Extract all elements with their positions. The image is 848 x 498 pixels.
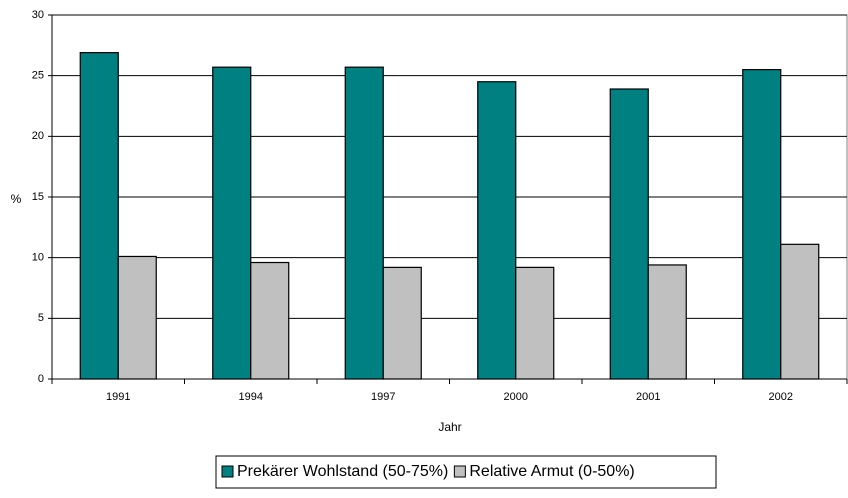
x-axis-label: Jahr — [438, 420, 461, 434]
y-tick-label: 15 — [32, 191, 44, 203]
bar — [742, 68, 782, 380]
y-tick-label: 25 — [32, 70, 44, 82]
bar — [515, 266, 555, 380]
bar — [382, 266, 422, 380]
y-tick-label: 5 — [38, 312, 44, 324]
bar — [609, 88, 649, 380]
bar — [780, 243, 820, 380]
legend-label: Relative Armut (0-50%) — [469, 463, 634, 480]
y-axis-label: % — [11, 192, 22, 206]
bar — [477, 81, 517, 380]
x-tick-label: 2000 — [504, 391, 528, 403]
x-tick-label: 2002 — [769, 391, 793, 403]
legend-swatch — [221, 465, 234, 478]
bar — [250, 261, 290, 380]
x-tick-label: 2001 — [636, 391, 660, 403]
y-tick-label: 30 — [32, 9, 44, 21]
x-tick-label: 1997 — [371, 391, 395, 403]
bar — [79, 52, 119, 380]
y-tick-label: 0 — [38, 373, 44, 385]
y-tick-label: 10 — [32, 252, 44, 264]
bar — [117, 255, 157, 380]
legend-label: Prekärer Wohlstand (50-75%) — [237, 463, 448, 480]
bar — [344, 66, 384, 380]
legend-swatch — [453, 465, 466, 478]
legend-box — [215, 455, 717, 489]
bar — [212, 66, 252, 380]
x-tick-label: 1991 — [106, 391, 130, 403]
y-tick-label: 20 — [32, 130, 44, 142]
x-tick-label: 1994 — [239, 391, 263, 403]
bar — [647, 264, 687, 380]
